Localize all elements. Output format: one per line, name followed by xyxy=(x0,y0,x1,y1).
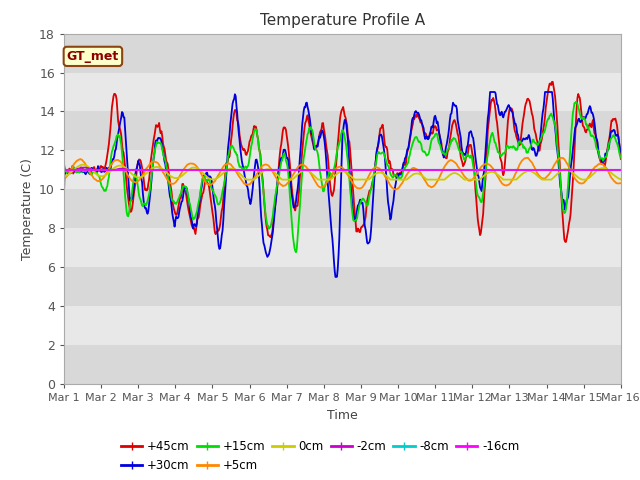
Legend: +45cm, +30cm, +15cm, +5cm, 0cm, -2cm, -8cm, -16cm: +45cm, +30cm, +15cm, +5cm, 0cm, -2cm, -8… xyxy=(116,435,524,477)
Bar xyxy=(64,228,621,267)
Bar xyxy=(64,111,621,150)
Bar xyxy=(64,345,621,384)
Bar xyxy=(64,267,621,306)
Bar xyxy=(64,72,621,111)
Y-axis label: Temperature (C): Temperature (C) xyxy=(20,158,33,260)
Bar xyxy=(64,306,621,345)
Bar xyxy=(64,150,621,189)
Title: Temperature Profile A: Temperature Profile A xyxy=(260,13,425,28)
Text: GT_met: GT_met xyxy=(67,50,119,63)
X-axis label: Time: Time xyxy=(327,408,358,421)
Bar xyxy=(64,189,621,228)
Bar xyxy=(64,34,621,72)
